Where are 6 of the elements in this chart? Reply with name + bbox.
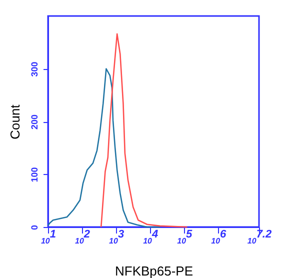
y-tick-label: 0 [30, 224, 40, 230]
y-tick-label: 300 [30, 62, 40, 77]
y-tick-label: 100 [30, 167, 40, 182]
y-axis-title: Count [8, 104, 22, 140]
y-tick-label: 200 [30, 114, 40, 130]
x-axis-title: NFKBp65-PE [114, 264, 194, 278]
